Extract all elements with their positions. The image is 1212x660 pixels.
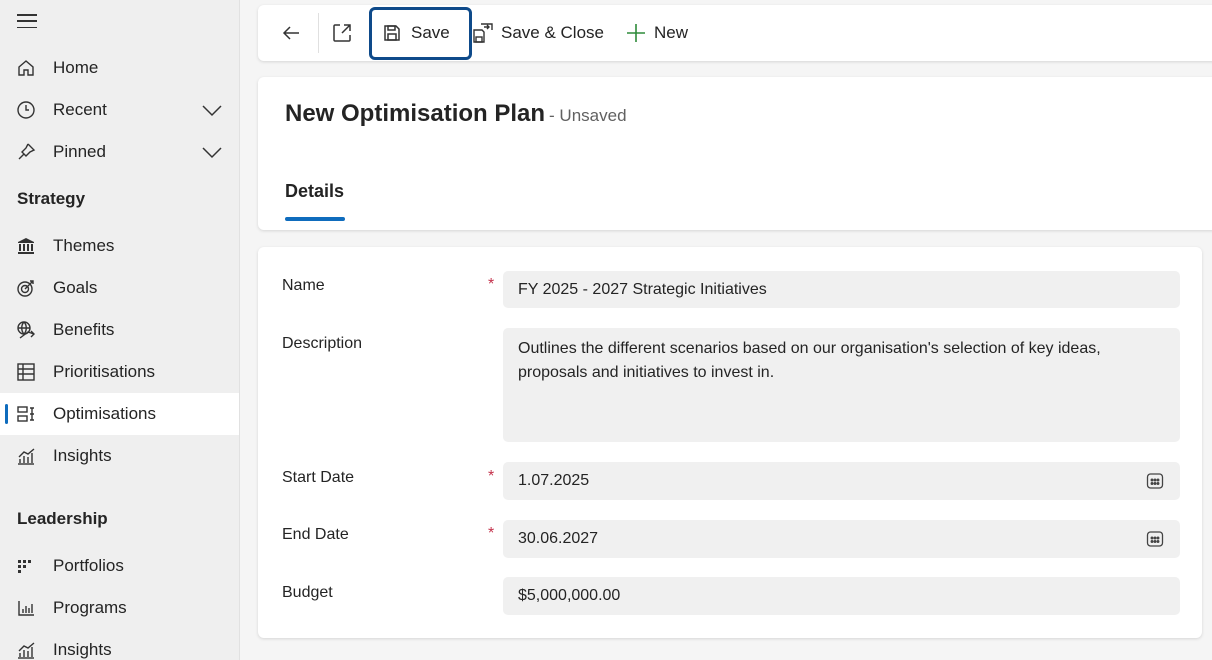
sidebar-item-optimisations[interactable]: Optimisations <box>0 393 239 435</box>
chart-icon <box>18 642 35 659</box>
page-title: New Optimisation Plan - Unsaved <box>285 100 627 128</box>
sidebar-item-label: Benefits <box>53 320 115 339</box>
budget-field[interactable]: $5,000,000.00 <box>503 577 1180 615</box>
required-indicator: * <box>488 525 495 542</box>
sidebar-item-pinned[interactable]: Pinned <box>0 131 239 173</box>
sidebar-item-themes[interactable]: Themes <box>0 225 239 267</box>
sidebar-item-portfolios[interactable]: Portfolios <box>0 545 239 587</box>
sidebar-item-recent[interactable]: Recent <box>0 89 239 131</box>
portfolio-grid-icon <box>18 560 31 573</box>
sidebar-item-label: Pinned <box>53 142 106 161</box>
table-icon <box>17 363 35 381</box>
sidebar-item-label: Home <box>53 58 99 77</box>
start-date-field[interactable]: 1.07.2025 <box>503 462 1180 500</box>
home-icon <box>18 60 34 76</box>
sidebar-item-goals[interactable]: Goals <box>0 267 239 309</box>
bar-chart-icon <box>18 601 34 616</box>
description-label: Description <box>282 335 363 352</box>
back-button[interactable] <box>280 5 302 61</box>
divider <box>318 13 319 53</box>
tab-selected-indicator <box>285 217 345 221</box>
sidebar-item-label: Themes <box>53 236 115 255</box>
record-title: New Optimisation Plan <box>285 100 546 127</box>
target-icon <box>17 280 34 297</box>
sidebar-item-label: Insights <box>53 640 112 659</box>
end-date-label: End Date <box>282 526 349 543</box>
open-new-window-button[interactable] <box>331 5 353 61</box>
description-field[interactable]: Outlines the different scenarios based o… <box>503 328 1180 442</box>
sidebar-item-label: Recent <box>53 100 107 119</box>
name-label: Name <box>282 277 325 294</box>
sidebar-item-label: Prioritisations <box>53 362 156 381</box>
back-arrow-icon <box>282 26 299 40</box>
sidebar-item-label: Optimisations <box>53 404 156 423</box>
section-title-strategy: Strategy <box>17 189 86 208</box>
sidebar-item-insights[interactable]: Insights <box>0 435 239 477</box>
pin-icon <box>18 143 36 160</box>
sidebar-item-leadership-insights[interactable]: Insights <box>0 629 239 660</box>
save-close-label: Save & Close <box>501 23 604 42</box>
command-bar: Save Save & Close New <box>258 5 1212 61</box>
budget-label: Budget <box>282 584 333 601</box>
name-field[interactable]: FY 2025 - 2027 Strategic Initiatives <box>503 271 1180 308</box>
details-form: Name * FY 2025 - 2027 Strategic Initiati… <box>258 247 1202 638</box>
sidebar-item-label: Goals <box>53 278 98 297</box>
start-date-value: 1.07.2025 <box>518 472 590 489</box>
save-label: Save <box>411 23 450 42</box>
record-header: New Optimisation Plan - Unsaved Details <box>258 77 1212 230</box>
end-date-field[interactable]: 30.06.2027 <box>503 520 1180 558</box>
sidebar-item-benefits[interactable]: Benefits <box>0 309 239 351</box>
calendar-icon[interactable] <box>1146 472 1164 490</box>
sidebar-item-label: Programs <box>53 598 127 617</box>
section-title-leadership: Leadership <box>17 509 108 528</box>
optimise-icon <box>17 406 34 422</box>
sidebar-item-label: Portfolios <box>53 556 124 575</box>
save-status: - Unsaved <box>549 106 627 125</box>
sidebar-item-prioritisations[interactable]: Prioritisations <box>0 351 239 393</box>
required-indicator: * <box>488 276 495 293</box>
chevron-down-icon[interactable] <box>201 144 223 160</box>
clock-icon <box>17 101 35 119</box>
start-date-label: Start Date <box>282 469 355 486</box>
hamburger-icon[interactable] <box>17 13 37 29</box>
new-button[interactable]: New <box>625 5 688 61</box>
save-button-focus-ring <box>369 7 472 60</box>
save-button[interactable]: Save <box>382 5 450 61</box>
chevron-down-icon[interactable] <box>201 102 223 118</box>
sidebar-item-programs[interactable]: Programs <box>0 587 239 629</box>
required-indicator: * <box>488 468 495 485</box>
save-close-icon <box>473 23 493 43</box>
tab-details[interactable]: Details <box>285 181 345 201</box>
end-date-value: 30.06.2027 <box>518 530 599 547</box>
sidebar-item-home[interactable]: Home <box>0 47 239 89</box>
sidebar-item-label: Insights <box>53 446 112 465</box>
plus-icon <box>627 24 645 42</box>
new-label: New <box>654 23 689 42</box>
chart-icon <box>18 448 35 465</box>
globe-arrow-icon <box>17 321 35 339</box>
save-and-close-button[interactable]: Save & Close <box>472 5 604 61</box>
bank-icon <box>18 238 34 254</box>
open-in-new-window-icon <box>333 24 351 42</box>
save-icon <box>384 25 400 41</box>
sidebar: Home Recent Pinned Strategy Themes Goals… <box>0 0 240 660</box>
calendar-icon[interactable] <box>1146 530 1164 548</box>
